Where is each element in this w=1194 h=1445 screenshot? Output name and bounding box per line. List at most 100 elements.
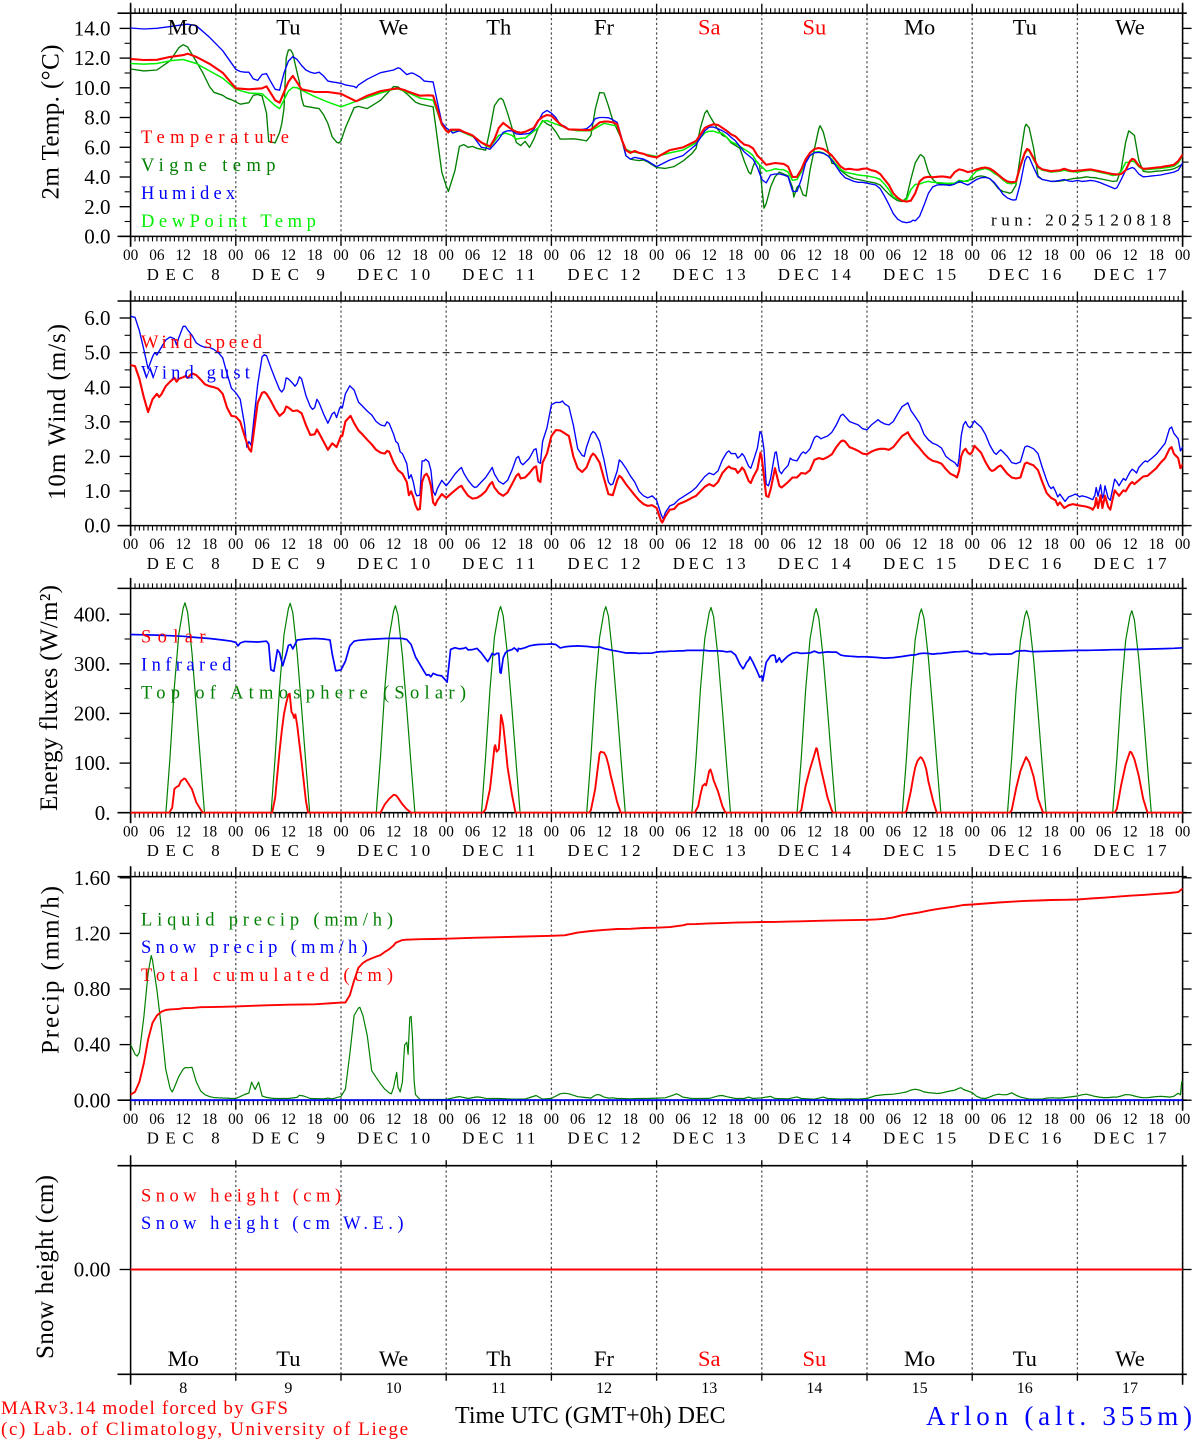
svg-text:0.00: 0.00 [74,1258,111,1282]
svg-text:00: 00 [965,247,981,264]
svg-text:DEC 9: DEC 9 [252,554,325,573]
svg-text:00: 00 [439,823,455,840]
svg-text:100.: 100. [74,751,111,775]
svg-text:12: 12 [807,823,822,840]
svg-text:00: 00 [228,823,244,840]
svg-text:4.0: 4.0 [84,165,110,189]
svg-text:00: 00 [333,536,349,553]
svg-text:18: 18 [728,247,744,264]
svg-text:00: 00 [1175,247,1191,264]
svg-text:06: 06 [780,247,796,264]
svg-text:12: 12 [596,823,611,840]
svg-text:00: 00 [228,1111,244,1128]
svg-text:00: 00 [123,247,139,264]
svg-text:DEC 14: DEC 14 [778,841,852,860]
svg-text:06: 06 [465,823,481,840]
svg-text:13: 13 [701,1380,717,1397]
svg-text:DEC 11: DEC 11 [462,554,535,573]
svg-text:2.0: 2.0 [84,195,110,219]
svg-text:10m Wind (m/s): 10m Wind (m/s) [44,324,71,500]
svg-text:DEC 17: DEC 17 [1094,265,1167,284]
svg-text:DEC 13: DEC 13 [673,265,746,284]
svg-text:DEC 11: DEC 11 [462,265,535,284]
svg-text:MARv3.14 model forced by GFS: MARv3.14 model forced by GFS [1,1398,288,1419]
svg-text:18: 18 [1149,823,1165,840]
svg-text:DEC 16: DEC 16 [988,554,1061,573]
svg-text:2m Temp. (°C): 2m Temp. (°C) [38,45,65,200]
svg-text:10.0: 10.0 [74,76,111,100]
svg-text:200.: 200. [74,702,111,726]
svg-text:06: 06 [360,247,376,264]
svg-text:12: 12 [596,247,611,264]
svg-text:12: 12 [386,823,401,840]
svg-text:12: 12 [912,823,927,840]
svg-text:18: 18 [1149,1111,1165,1128]
svg-text:18: 18 [1043,1111,1059,1128]
svg-text:06: 06 [886,536,902,553]
svg-text:12: 12 [1017,1111,1032,1128]
svg-text:06: 06 [149,536,165,553]
svg-text:DEC 12: DEC 12 [568,554,641,573]
svg-text:06: 06 [570,1111,586,1128]
svg-text:12: 12 [596,536,611,553]
svg-text:00: 00 [649,536,665,553]
svg-text:06: 06 [254,1111,270,1128]
svg-text:18: 18 [833,823,849,840]
svg-text:12: 12 [912,1111,927,1128]
svg-text:DEC 13: DEC 13 [673,841,746,860]
svg-text:00: 00 [123,823,139,840]
svg-text:Snow height (cm): Snow height (cm) [141,1187,341,1207]
svg-text:18: 18 [517,536,533,553]
svg-text:6.0: 6.0 [84,135,110,159]
svg-text:06: 06 [886,823,902,840]
svg-text:12: 12 [176,536,191,553]
svg-text:12: 12 [807,247,822,264]
svg-text:DEC 8: DEC 8 [147,841,220,860]
svg-text:06: 06 [149,823,165,840]
svg-text:06: 06 [780,823,796,840]
svg-text:06: 06 [149,1111,165,1128]
svg-text:2.0: 2.0 [84,445,110,469]
svg-text:00: 00 [1070,823,1086,840]
svg-text:18: 18 [938,1111,954,1128]
svg-text:00: 00 [859,1111,875,1128]
svg-text:00: 00 [649,823,665,840]
svg-text:18: 18 [307,536,323,553]
svg-text:DEC 16: DEC 16 [988,1129,1061,1148]
svg-text:Mo: Mo [168,15,199,40]
svg-text:400.: 400. [74,602,111,626]
svg-text:1.20: 1.20 [74,922,111,946]
svg-text:Arlon (alt. 355m): Arlon (alt. 355m) [926,1401,1192,1431]
svg-text:00: 00 [965,536,981,553]
svg-text:DEC 15: DEC 15 [883,1129,956,1148]
svg-text:12: 12 [176,823,191,840]
svg-text:18: 18 [938,823,954,840]
svg-text:18: 18 [307,247,323,264]
svg-text:DEC 8: DEC 8 [147,265,220,284]
svg-text:00: 00 [1175,823,1191,840]
svg-text:06: 06 [254,536,270,553]
svg-text:06: 06 [675,823,691,840]
svg-text:06: 06 [570,247,586,264]
svg-text:1.0: 1.0 [84,479,110,503]
svg-text:18: 18 [202,247,218,264]
svg-text:00: 00 [754,247,770,264]
svg-text:12.0: 12.0 [74,46,111,70]
svg-text:06: 06 [360,1111,376,1128]
svg-text:Solar: Solar [141,628,206,648]
svg-text:18: 18 [307,823,323,840]
svg-text:06: 06 [254,823,270,840]
svg-text:06: 06 [991,823,1007,840]
svg-text:12: 12 [702,247,717,264]
svg-text:18: 18 [1149,247,1165,264]
svg-text:We: We [379,15,408,40]
svg-text:18: 18 [412,247,428,264]
svg-text:00: 00 [754,1111,770,1128]
svg-text:17: 17 [1122,1380,1138,1397]
svg-text:18: 18 [623,536,639,553]
svg-text:18: 18 [833,247,849,264]
svg-text:Sa: Sa [698,15,721,40]
svg-text:12: 12 [176,1111,191,1128]
svg-text:DEC 17: DEC 17 [1094,841,1167,860]
svg-text:06: 06 [675,1111,691,1128]
